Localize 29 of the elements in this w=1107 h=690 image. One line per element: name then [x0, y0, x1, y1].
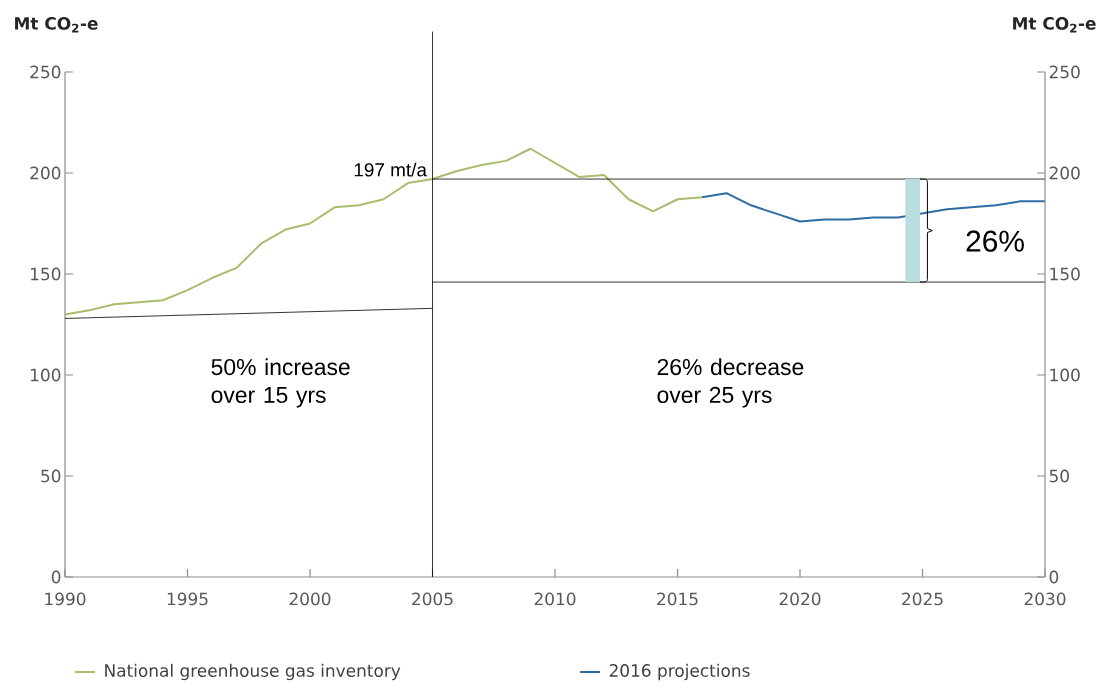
- x-tick-label: 2030: [1024, 592, 1066, 606]
- x-tick-label: 2020: [779, 592, 821, 606]
- y-tick-label: 150: [31, 267, 61, 281]
- legend-label: 2016 projections: [609, 663, 750, 681]
- x-tick-label: 2000: [289, 592, 331, 606]
- y-tick-label: 50: [41, 469, 61, 483]
- y2-tick-label: 150: [1050, 267, 1080, 281]
- x-tick-label: 2015: [657, 592, 698, 606]
- legend-label: National greenhouse gas inventory: [105, 663, 401, 681]
- y2-tick-label: 50: [1049, 469, 1069, 483]
- x-tick-label: 1990: [45, 592, 86, 606]
- annotation: 26%: [966, 230, 1024, 252]
- x-tick-label: 2025: [902, 592, 943, 606]
- y2-tick-label: 200: [1049, 166, 1080, 180]
- y-tick-label: 0: [51, 570, 61, 584]
- y2-tick-label: 250: [1049, 65, 1080, 79]
- annotation: 50% increase over 15 yrs: [211, 358, 350, 408]
- y-tick-label: 250: [30, 65, 61, 79]
- y2-axis-title: Mt CO$_{2}$-e: [1013, 17, 1096, 33]
- x-tick-label: 2005: [412, 592, 453, 606]
- y-tick-label: 200: [30, 166, 61, 180]
- y-axis-title: Mt CO$_{2}$-e: [15, 17, 98, 33]
- annotation: 197 mt/a: [354, 162, 427, 177]
- annotation: 26% decrease over 25 yrs: [657, 358, 804, 408]
- y-tick-label: 100: [31, 368, 61, 382]
- y2-tick-label: 0: [1049, 570, 1059, 584]
- y2-tick-label: 100: [1050, 368, 1080, 382]
- x-tick-label: 1995: [167, 592, 208, 606]
- x-tick-label: 2010: [534, 592, 576, 606]
